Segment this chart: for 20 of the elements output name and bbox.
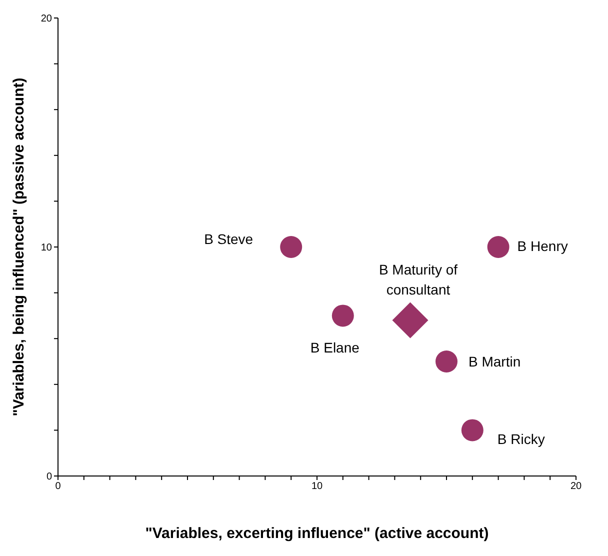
x-tick-label: 10: [311, 481, 323, 492]
point: [487, 236, 510, 258]
x-tick-label: 20: [570, 481, 582, 492]
x-tick-label: 0: [55, 481, 62, 492]
y-tick-label: 0: [46, 472, 52, 483]
y-tick-label: 10: [40, 242, 52, 254]
annotation: B Ricky: [497, 431, 545, 448]
annotation: B Martin: [468, 354, 521, 370]
point: [436, 350, 458, 372]
y-tick-label: 20: [40, 14, 52, 25]
y-axis-title: "Variables, being influenced" (passive account): [10, 78, 28, 416]
annotation: B Steve: [204, 231, 254, 247]
point: [392, 302, 428, 338]
point: [461, 419, 484, 442]
point: [332, 304, 354, 327]
point: [280, 236, 302, 258]
x-axis-title: "Variables, excerting influence" (active account): [145, 525, 489, 542]
annotation: B Elane: [310, 340, 360, 356]
annotation: B Henry: [517, 238, 568, 254]
annotation: B Maturity of consultant: [378, 261, 458, 298]
